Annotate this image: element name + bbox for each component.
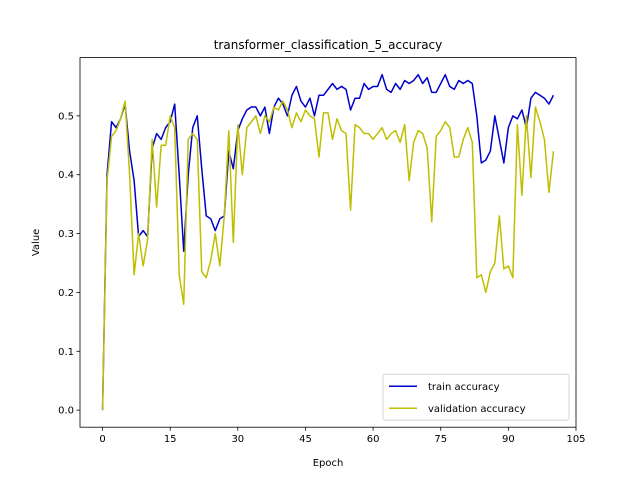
y-tick-label: 0.4 [58,170,74,181]
plot-frame [79,57,577,428]
x-axis-label: Epoch [313,458,344,469]
x-tick-label: 15 [164,434,177,445]
series-line [101,73,555,411]
x-tick-label: 45 [299,434,312,445]
x-tick-label: 60 [367,434,380,445]
x-tick-label: 105 [566,434,585,445]
x-tick-label: 90 [502,434,515,445]
series-line [101,100,555,411]
y-tick-label: 0.2 [58,288,74,299]
legend-box [382,373,570,421]
chart-title: transformer_classification_5_accuracy [214,38,443,52]
y-tick-label: 0.1 [58,347,74,358]
y-tick-label: 0.3 [58,229,74,240]
y-tick-label: 0.5 [58,111,74,122]
legend-label: train accuracy [428,382,500,393]
x-tick-label: 30 [231,434,244,445]
x-tick-label: 0 [99,434,105,445]
y-axis-label: Value [31,229,42,256]
y-tick-label: 0.0 [58,406,74,417]
legend-label: validation accuracy [428,404,526,415]
x-tick-label: 75 [434,434,447,445]
